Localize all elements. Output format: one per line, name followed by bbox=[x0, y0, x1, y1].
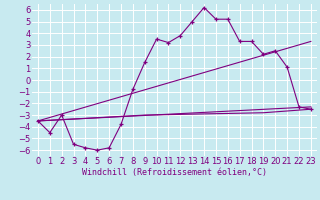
X-axis label: Windchill (Refroidissement éolien,°C): Windchill (Refroidissement éolien,°C) bbox=[82, 168, 267, 177]
